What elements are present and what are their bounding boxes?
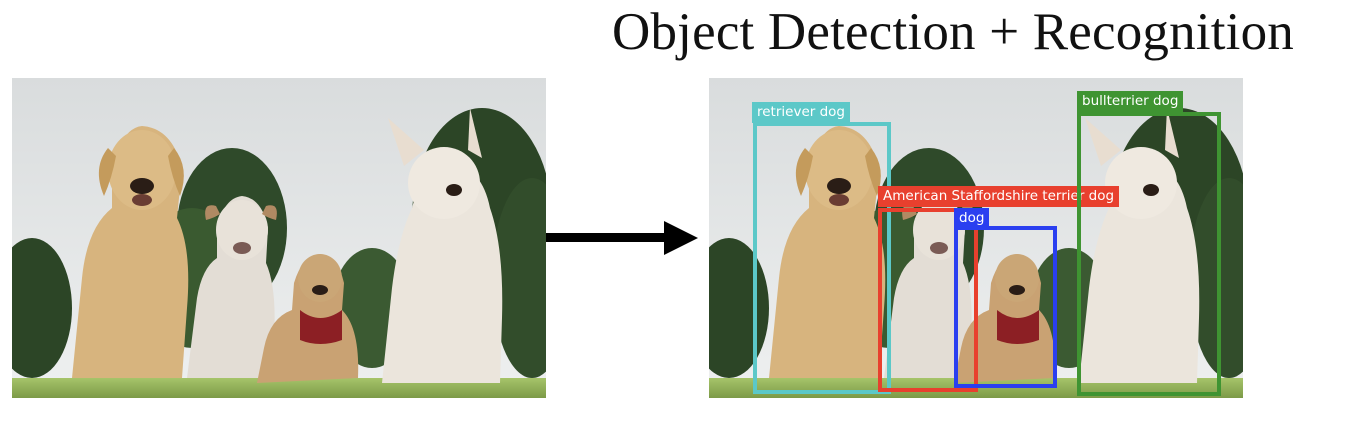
figure-title: Object Detection + Recognition <box>612 3 1295 61</box>
detection-box-retriever <box>753 122 891 394</box>
pitbull-dog <box>884 196 974 378</box>
bullterrier-dog <box>382 108 503 383</box>
detection-box-staffordshire <box>878 208 978 392</box>
right-arrow-icon <box>546 221 698 255</box>
small-dog <box>954 254 1056 383</box>
retriever-dog <box>72 126 189 378</box>
pitbull-dog <box>187 196 277 378</box>
detection-label-retriever: retriever dog <box>752 102 850 123</box>
detection-box-dog <box>954 226 1057 388</box>
dogs-photo <box>12 78 546 398</box>
arrow-head <box>664 221 698 255</box>
retriever-dog <box>769 126 886 378</box>
input-photo <box>12 78 546 398</box>
arrow-shaft <box>546 233 664 242</box>
bullterrier-dog <box>1079 108 1200 383</box>
detection-box-bullterrier <box>1077 112 1221 396</box>
detection-label-staffordshire: American Staffordshire terrier dog <box>878 186 1120 207</box>
small-dog <box>257 254 359 383</box>
output-photo: retriever dog American Staffordshire ter… <box>709 78 1243 398</box>
detection-label-bullterrier: bullterrier dog <box>1077 91 1184 112</box>
detection-label-dog: dog <box>954 208 990 229</box>
